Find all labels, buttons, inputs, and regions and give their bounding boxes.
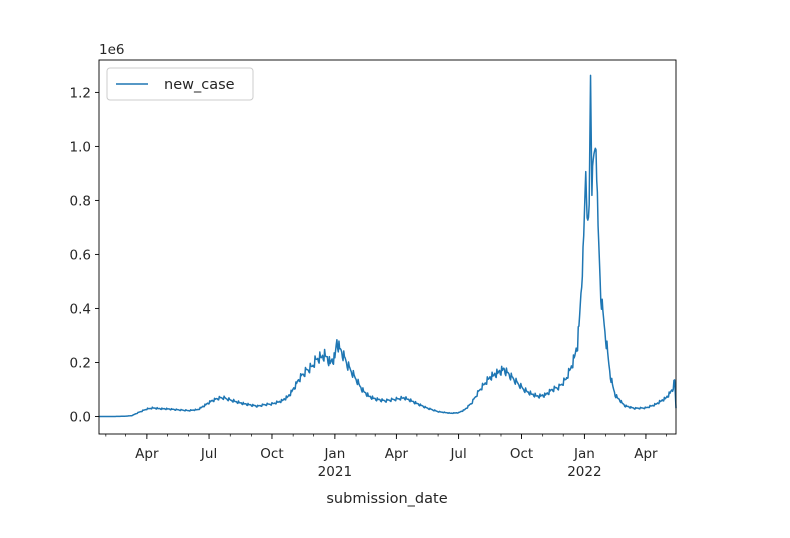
x-tick-label: Jan <box>573 446 595 462</box>
x-tick-label: Apr <box>385 446 409 462</box>
y-tick-label: 1.2 <box>70 85 91 101</box>
legend: new_case <box>106 67 254 101</box>
legend-label-new-case: new_case <box>164 77 235 93</box>
x-tick-label: Oct <box>260 446 283 462</box>
x-axis-title: submission_date <box>326 491 447 507</box>
x-tick-label: Jan <box>323 446 345 462</box>
x-axis: Apr Jul Oct Jan 2021 Apr Jul Oct Jan 2022 Apr <box>105 434 667 480</box>
x-tick-year-label: 2022 <box>567 464 601 480</box>
x-tick-label: Jul <box>200 446 217 462</box>
x-tick-label: Jul <box>449 446 466 462</box>
plot-area <box>98 74 677 418</box>
y-tick-label: 0.0 <box>70 409 91 425</box>
x-tick-label: Apr <box>634 446 658 462</box>
y-tick-label: 0.4 <box>70 301 91 317</box>
series-line-new-case <box>98 74 677 418</box>
axes-frame <box>98 59 677 435</box>
x-tick-label: Oct <box>510 446 533 462</box>
y-offset-text: 1e6 <box>99 42 124 58</box>
y-tick-label: 0.2 <box>70 355 91 371</box>
x-tick-year-label: 2021 <box>318 464 352 480</box>
y-tick-label: 0.8 <box>70 193 91 209</box>
y-axis: 0.0 0.2 0.4 0.6 0.8 1.0 1.2 <box>70 85 99 425</box>
legend-box <box>106 67 254 101</box>
y-tick-label: 0.6 <box>70 247 91 263</box>
x-tick-label: Apr <box>135 446 159 462</box>
y-tick-label: 1.0 <box>70 139 91 155</box>
